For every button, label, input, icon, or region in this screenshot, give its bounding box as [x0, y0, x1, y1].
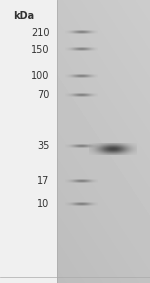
Text: 100: 100 [31, 71, 50, 82]
Text: 150: 150 [31, 44, 50, 55]
Text: 70: 70 [37, 90, 50, 100]
Text: 210: 210 [31, 27, 50, 38]
Text: kDa: kDa [14, 11, 34, 22]
Text: 10: 10 [37, 199, 50, 209]
Text: 17: 17 [37, 176, 50, 186]
Text: 35: 35 [37, 141, 50, 151]
Bar [0, 0, 57, 283]
